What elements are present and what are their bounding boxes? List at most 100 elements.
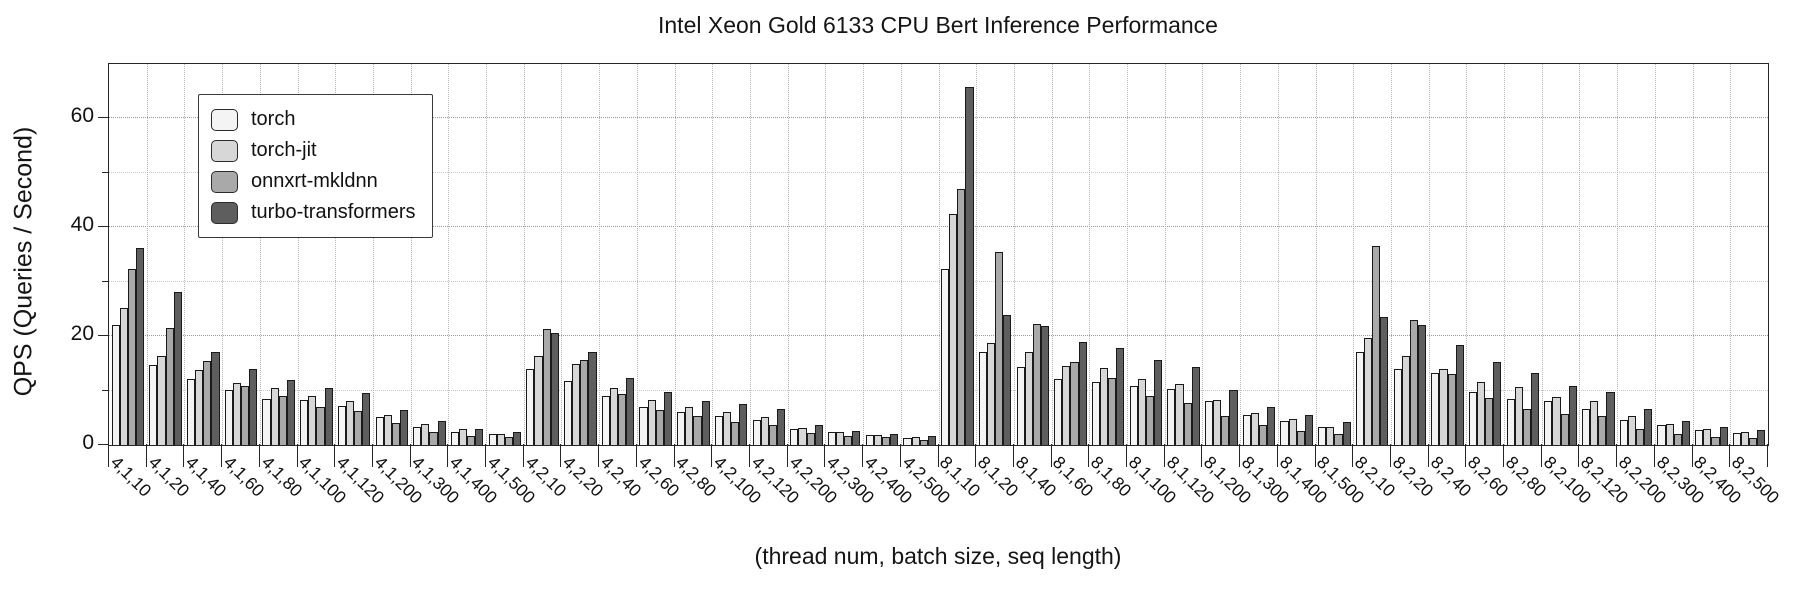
- legend-item-torch: torch: [211, 104, 416, 135]
- x-tick: [598, 444, 600, 467]
- y-axis-title: QPS (Queries / Second): [9, 126, 38, 397]
- x-tick: [1427, 444, 1429, 467]
- bar-torch: [1167, 388, 1176, 445]
- bar-torch: [1242, 415, 1251, 445]
- bar-torch-jit: [1514, 387, 1523, 445]
- bar-onnxrt-mkldnn: [693, 415, 702, 445]
- x-tick: [560, 444, 562, 467]
- bar-torch-jit: [798, 427, 807, 445]
- x-tick: [1767, 444, 1768, 467]
- bar-torch: [790, 428, 799, 445]
- bar-torch-jit: [383, 414, 392, 445]
- vertical-gridline: [1654, 64, 1656, 445]
- bar-torch-jit: [459, 429, 468, 445]
- bar-torch: [1695, 430, 1704, 445]
- x-tick: [1088, 444, 1090, 467]
- vertical-gridline: [1428, 64, 1430, 445]
- x-tick-label: 4,1,80: [257, 452, 307, 501]
- bar-turbo-transformers: [286, 379, 295, 445]
- vertical-gridline: [222, 64, 224, 445]
- vertical-gridline: [749, 64, 751, 445]
- bar-torch: [564, 380, 573, 445]
- vertical-gridline: [1202, 64, 1204, 445]
- bar-onnxrt-mkldnn: [1372, 246, 1381, 445]
- bar-torch-jit: [1175, 384, 1184, 445]
- bar-torch-jit: [873, 434, 882, 445]
- bar-onnxrt-mkldnn: [1032, 324, 1041, 445]
- legend-label: torch-jit: [251, 139, 317, 161]
- legend-swatch-onnxrt-mkldnn: [211, 170, 238, 193]
- x-tick: [1691, 444, 1693, 467]
- bar-torch: [827, 432, 837, 445]
- bar-torch: [526, 369, 535, 445]
- x-tick: [371, 444, 373, 467]
- bar-onnxrt-mkldnn: [919, 439, 928, 445]
- bar-torch: [1054, 378, 1063, 445]
- x-tick: [183, 444, 185, 467]
- bar-onnxrt-mkldnn: [995, 251, 1004, 445]
- bar-turbo-transformers: [513, 432, 522, 445]
- x-tick-label: 8,1,20: [973, 452, 1023, 501]
- y-tick-label: 40: [70, 213, 94, 237]
- bar-turbo-transformers: [135, 247, 145, 445]
- x-tick: [1503, 444, 1505, 467]
- vertical-gridline: [1013, 64, 1015, 445]
- vertical-gridline: [297, 64, 299, 445]
- chart-title: Intel Xeon Gold 6133 CPU Bert Inference …: [658, 12, 1218, 38]
- bar-onnxrt-mkldnn: [768, 424, 777, 445]
- bar-torch: [187, 378, 196, 445]
- bar-torch-jit: [1703, 428, 1712, 445]
- x-tick: [1465, 444, 1467, 467]
- bar-turbo-transformers: [626, 377, 635, 445]
- bar-turbo-transformers: [927, 435, 936, 445]
- x-tick: [1540, 444, 1542, 467]
- x-tick: [1616, 444, 1618, 467]
- bar-turbo-transformers: [1229, 390, 1238, 445]
- x-tick: [522, 444, 524, 467]
- bar-turbo-transformers: [1304, 415, 1313, 445]
- vertical-gridline: [1353, 64, 1355, 445]
- bar-onnxrt-mkldnn: [542, 329, 551, 445]
- vertical-gridline: [900, 64, 902, 445]
- bar-torch-jit: [1137, 379, 1146, 445]
- bar-onnxrt-mkldnn: [1598, 416, 1607, 445]
- vertical-gridline: [1051, 64, 1053, 445]
- bar-torch: [1582, 409, 1591, 445]
- x-tick: [334, 444, 336, 467]
- bar-torch: [337, 405, 346, 445]
- x-tick-label: 8,1,40: [1011, 452, 1061, 501]
- bar-torch: [1431, 372, 1440, 445]
- x-tick-label: 8,2,20: [1388, 452, 1438, 501]
- bar-turbo-transformers: [739, 403, 748, 445]
- y-tick-minor: [102, 280, 108, 282]
- bar-turbo-transformers: [663, 391, 672, 445]
- x-tick: [975, 444, 977, 467]
- bar-turbo-transformers: [1493, 361, 1502, 445]
- x-tick: [1276, 444, 1278, 467]
- bar-onnxrt-mkldnn: [655, 409, 664, 445]
- y-tick-minor: [102, 171, 108, 173]
- y-tick-major: [98, 444, 108, 445]
- bar-onnxrt-mkldnn: [1749, 438, 1758, 445]
- x-tick-label: 8,2,40: [1426, 452, 1475, 501]
- bar-onnxrt-mkldnn: [731, 421, 740, 445]
- vertical-gridline: [1277, 64, 1279, 445]
- bar-torch: [300, 400, 309, 445]
- bar-turbo-transformers: [1681, 421, 1690, 445]
- vertical-gridline: [636, 64, 638, 445]
- bar-torch: [149, 365, 158, 445]
- x-tick: [786, 444, 788, 467]
- legend-item-torch-jit: torch-jit: [211, 135, 416, 166]
- bar-torch-jit: [1288, 419, 1297, 445]
- bar-torch: [375, 417, 384, 445]
- x-tick: [1352, 444, 1354, 467]
- bar-torch-jit: [911, 437, 920, 445]
- bar-torch: [978, 351, 987, 445]
- bar-turbo-transformers: [1531, 372, 1540, 445]
- x-tick: [1653, 444, 1655, 467]
- bar-torch: [677, 411, 686, 445]
- bar-torch: [1657, 424, 1666, 445]
- vertical-gridline: [674, 64, 676, 445]
- bar-torch-jit: [572, 364, 581, 445]
- bar-torch-jit: [195, 369, 204, 445]
